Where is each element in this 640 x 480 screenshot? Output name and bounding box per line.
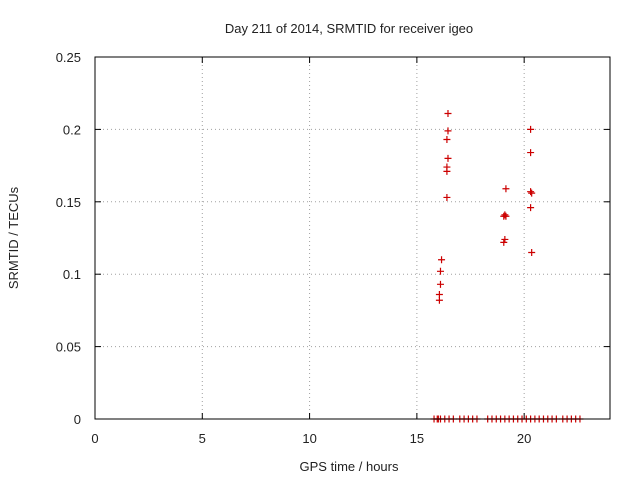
data-point [528, 248, 536, 256]
data-point [502, 185, 510, 193]
y-tick-label: 0.2 [63, 122, 81, 137]
y-tick-label: 0.05 [56, 340, 81, 355]
data-point [436, 267, 444, 275]
x-tick-label: 20 [517, 431, 531, 446]
y-tick-label: 0.15 [56, 195, 81, 210]
data-point [438, 256, 446, 264]
data-point [501, 211, 509, 219]
plot-frame [94, 56, 611, 420]
x-tick-label: 10 [302, 431, 316, 446]
data-point [500, 238, 508, 246]
data-point [528, 189, 536, 197]
data-point [443, 193, 451, 201]
x-tick-label: 15 [410, 431, 424, 446]
data-point [527, 149, 535, 157]
data-point [502, 212, 510, 220]
y-axis-label: SRMTID / TECUs [6, 186, 21, 289]
data-point [443, 136, 451, 144]
data-point [444, 127, 452, 135]
data-point [527, 204, 535, 212]
y-tick-label: 0.25 [56, 50, 81, 65]
data-point [443, 167, 451, 175]
data-point [435, 296, 443, 304]
data-points [430, 109, 584, 423]
x-tick-label: 0 [91, 431, 98, 446]
data-point [527, 188, 535, 196]
axis-ticks [94, 56, 610, 420]
y-tick-label: 0 [74, 412, 81, 427]
x-tick-label: 5 [199, 431, 206, 446]
x-axis-label: GPS time / hours [300, 459, 399, 474]
data-point [436, 280, 444, 288]
y-tick-label: 0.1 [63, 267, 81, 282]
chart-title: Day 211 of 2014, SRMTID for receiver ige… [225, 21, 473, 36]
data-point [444, 154, 452, 162]
tick-labels: 0 0.05 0.1 0.15 0.2 0.25 0 5 10 15 20 [56, 50, 532, 446]
data-point [527, 125, 535, 133]
data-point [444, 109, 452, 117]
grid-lines [95, 57, 610, 419]
